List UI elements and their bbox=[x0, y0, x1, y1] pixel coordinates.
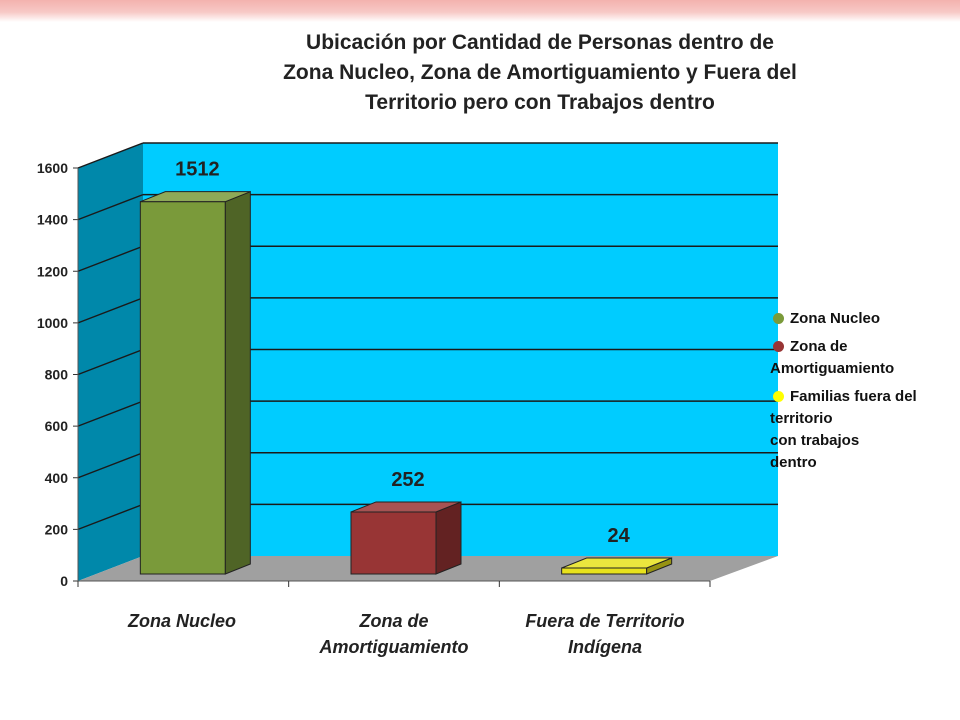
gridline-side bbox=[77, 348, 144, 376]
data-label: 1512 bbox=[175, 159, 220, 181]
top-band bbox=[0, 0, 960, 22]
category-label-line: Zona de bbox=[359, 611, 429, 631]
bar-front bbox=[350, 511, 437, 575]
y-tick-label: 200 bbox=[45, 521, 69, 537]
bar-side bbox=[224, 190, 251, 575]
category-label-line: Fuera de Territorio bbox=[525, 611, 685, 631]
bar-top bbox=[350, 501, 462, 513]
legend-marker bbox=[773, 313, 784, 324]
gridline-side bbox=[77, 245, 144, 272]
y-tick-label: 800 bbox=[45, 367, 69, 383]
legend-item-zona-nucleo: Zona Nucleo bbox=[770, 308, 950, 330]
gridline-side bbox=[77, 503, 144, 531]
chart-title: Ubicación por Cantidad de Personas dentr… bbox=[200, 28, 880, 118]
bar-top bbox=[140, 191, 251, 203]
legend-item-familias-fuera: Familias fuera del territorio con trabaj… bbox=[770, 386, 950, 474]
legend: Zona Nucleo Zona de Amortiguamiento Fami… bbox=[770, 308, 950, 480]
bar-front bbox=[561, 567, 648, 575]
gridline-side bbox=[77, 400, 144, 427]
y-tick-label: 1000 bbox=[37, 315, 68, 331]
y-tick-label: 1600 bbox=[37, 160, 68, 176]
category-label-line: Amortiguamiento bbox=[319, 637, 469, 657]
category-label-zona-amortiguamiento: Zona de Amortiguamiento bbox=[284, 608, 504, 660]
chart-title-line-2: Zona Nucleo, Zona de Amortiguamiento y F… bbox=[283, 61, 797, 84]
legend-label: Familias fuera del territorio con trabaj… bbox=[770, 388, 917, 471]
y-tick-label: 400 bbox=[45, 470, 69, 486]
category-label-zona-nucleo: Zona Nucleo bbox=[72, 608, 292, 634]
category-label-line: Zona Nucleo bbox=[127, 611, 236, 631]
bar-top bbox=[561, 557, 672, 569]
legend-label: Zona Nucleo bbox=[790, 310, 881, 327]
legend-label: Zona de Amortiguamiento bbox=[770, 338, 895, 377]
chart-title-line-3: Territorio pero con Trabajos dentro bbox=[365, 91, 715, 114]
data-label: 24 bbox=[608, 525, 631, 547]
y-tick-label: 1400 bbox=[37, 212, 68, 228]
legend-item-zona-amortiguamiento: Zona de Amortiguamiento bbox=[770, 336, 950, 380]
y-tick-label: 0 bbox=[60, 573, 68, 589]
bar-front bbox=[139, 201, 226, 575]
category-label-line: Indígena bbox=[567, 637, 642, 657]
bar-side bbox=[435, 501, 462, 575]
y-tick-label: 600 bbox=[45, 418, 69, 434]
chart-title-line-1: Ubicación por Cantidad de Personas dentr… bbox=[306, 31, 774, 54]
legend-marker bbox=[773, 341, 784, 352]
gridline-side bbox=[77, 193, 144, 221]
gridline-side bbox=[77, 297, 144, 324]
legend-marker bbox=[773, 391, 784, 402]
gridline-side bbox=[77, 452, 144, 479]
gridline-side bbox=[77, 142, 144, 169]
data-label: 252 bbox=[391, 469, 424, 491]
category-label-fuera-territorio: Fuera de Territorio Indígena bbox=[495, 608, 715, 660]
y-tick-label: 1200 bbox=[37, 263, 68, 279]
